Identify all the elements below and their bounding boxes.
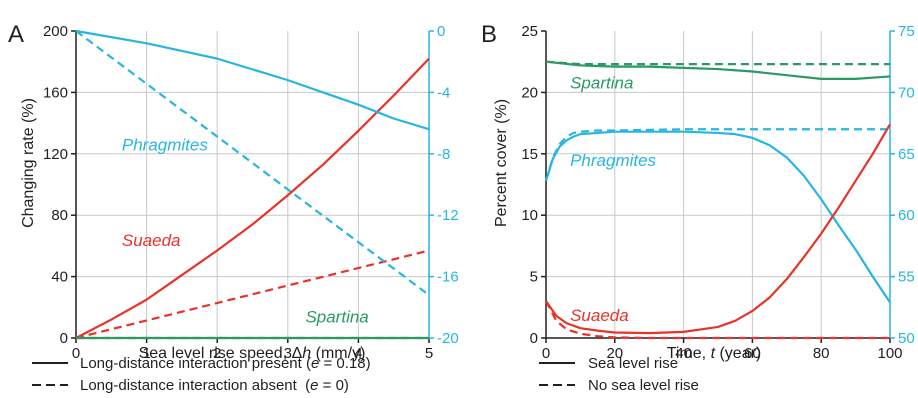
y2-tick-label: 65 — [898, 146, 915, 163]
y2-tick-label: 50 — [898, 330, 915, 347]
panel-b-plot: 0 20 40 60 80 100 0 5 10 15 20 25 50 55 60 65 70 75 Sparti… — [521, 23, 914, 362]
x-tick-label: 60 — [744, 345, 761, 362]
y2-tick-label: 0 — [437, 23, 445, 40]
series-line-suaeda-solid — [545, 123, 891, 335]
series-line-phragmites-dashed — [75, 30, 430, 296]
legend-dashed-label: Long-distance interaction absent (e = 0) — [80, 377, 349, 394]
y-tick-label: 10 — [521, 207, 538, 224]
y-tick-label: 20 — [521, 84, 538, 101]
y-tick-label: 40 — [51, 269, 68, 286]
y2-tick-label: -12 — [437, 207, 459, 224]
x-tick-label: 5 — [425, 345, 433, 362]
y2-tick-label: -8 — [437, 146, 450, 163]
y-tick-label: 5 — [530, 269, 538, 286]
x-tick-label: 40 — [675, 345, 692, 362]
legend-left: Long-distance interaction present (e = 0… — [32, 355, 371, 394]
series-line-suaeda-solid — [75, 57, 430, 339]
panel-label-b: B — [481, 21, 497, 48]
x-tick-label: 0 — [542, 345, 550, 362]
series-line-phragmites-solid — [75, 29, 430, 131]
series-line-suaeda-dashed — [75, 249, 430, 340]
x-tick-label: 80 — [813, 345, 830, 362]
y-tick-label: 25 — [521, 23, 538, 40]
y-tick-label: 160 — [43, 84, 68, 101]
panel-b-xlabel: Time, t (year) — [667, 345, 762, 362]
panel-a-xlabel: Sea level rise speed, Δh (mm/y) — [139, 345, 366, 362]
series-label-spartina: Spartina — [305, 308, 368, 327]
y2-tick-label: 55 — [898, 269, 915, 286]
series-label-spartina: Spartina — [570, 74, 633, 93]
y-tick-label: 200 — [43, 23, 68, 40]
y-tick-label: 0 — [530, 330, 538, 347]
y-tick-label: 80 — [51, 207, 68, 224]
panel-a-ylabel: Changing rate (%) — [20, 98, 37, 228]
y-tick-label: 15 — [521, 146, 538, 163]
legend-rise-label: Sea level rise — [588, 355, 678, 372]
panel-label-a: A — [8, 21, 24, 48]
series-label-suaeda: Suaeda — [122, 231, 181, 250]
x-tick-label: 20 — [606, 345, 623, 362]
y2-tick-label: 75 — [898, 23, 915, 40]
series-line-spartina-dashed — [545, 60, 890, 66]
series-label-phragmites: Phragmites — [570, 151, 656, 170]
legend-right: Sea level rise No sea level rise — [539, 355, 699, 394]
y2-tick-label: -4 — [437, 84, 450, 101]
x-tick-label: 3 — [284, 345, 292, 362]
legend-norise-label: No sea level rise — [588, 377, 699, 394]
x-tick-label: 2 — [213, 345, 221, 362]
y2-tick-label: 70 — [898, 84, 915, 101]
x-tick-label: 4 — [354, 345, 362, 362]
x-tick-label: 100 — [877, 345, 902, 362]
y2-tick-label: 60 — [898, 207, 915, 224]
y-tick-label: 120 — [43, 146, 68, 163]
y2-tick-label: -16 — [437, 269, 459, 286]
series-line-spartina-solid — [545, 60, 891, 80]
panel-a-plot: 0 1 2 3 4 5 0 40 80 120 160 200 -20 -16 -12 -8 -4 0 Phragm… — [43, 23, 459, 362]
series-label-phragmites: Phragmites — [122, 136, 208, 155]
series-label-suaeda: Suaeda — [570, 306, 629, 325]
panel-b-ylabel: Percent cover (%) — [493, 99, 510, 227]
y-tick-label: 0 — [60, 330, 68, 347]
series-line-suaeda-dashed — [545, 300, 890, 340]
y2-tick-label: -20 — [437, 330, 459, 347]
legend-solid-label: Long-distance interaction present (e = 0… — [80, 355, 371, 372]
x-tick-label: 1 — [142, 345, 150, 362]
x-tick-label: 0 — [72, 345, 80, 362]
